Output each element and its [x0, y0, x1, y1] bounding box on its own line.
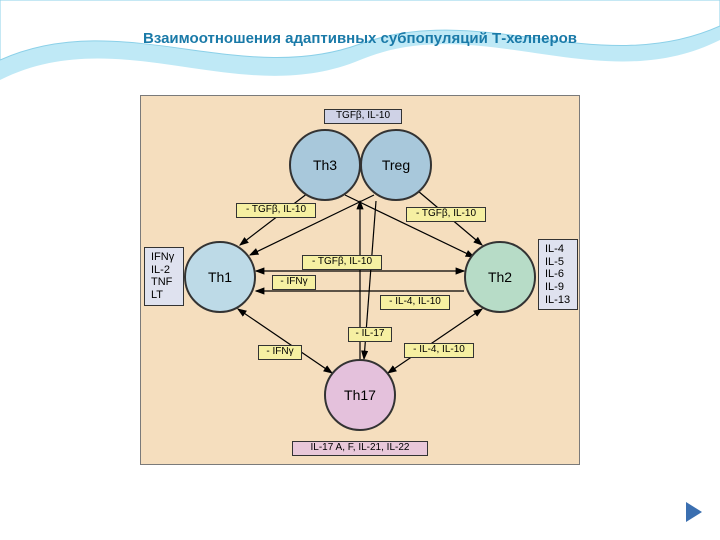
- product-th2: IL-4 IL-5 IL-6 IL-9 IL-13: [538, 239, 578, 310]
- edge-th3-th2: [345, 195, 474, 257]
- slide-title: Взаимоотношения адаптивных субпопуляций …: [0, 30, 720, 49]
- label-bottom: IL-17 A, F, IL-21, IL-22: [292, 441, 428, 456]
- node-th17: Th17: [324, 359, 396, 431]
- label-th1_th17: - IFNγ: [258, 345, 302, 360]
- label-th1_th2_up: - IFNγ: [272, 275, 316, 290]
- next-arrow-icon[interactable]: [686, 502, 702, 522]
- node-th3: Th3: [289, 129, 361, 201]
- edge-th2-th17: [388, 309, 482, 373]
- node-th1: Th1: [184, 241, 256, 313]
- label-th2_th17: - IL-4, IL-10: [404, 343, 474, 358]
- label-treg_th17: - TGFβ, IL-10: [302, 255, 382, 270]
- label-treg_th1: - TGFβ, IL-10: [236, 203, 316, 218]
- label-top: TGFβ, IL-10: [324, 109, 402, 124]
- label-treg_th2: - TGFβ, IL-10: [406, 207, 486, 222]
- edge-th1-th17: [238, 309, 332, 373]
- node-th2: Th2: [464, 241, 536, 313]
- product-th1: IFNγ IL-2 TNF LT: [144, 247, 184, 306]
- node-treg: Treg: [360, 129, 432, 201]
- label-th2_th1: - IL-4, IL-10: [380, 295, 450, 310]
- edge-th3-th1: [240, 193, 308, 245]
- diagram-container: Th3Treg Th1 Th2 Th17 TGFβ, IL-10 - TGFβ, IL-…: [140, 95, 580, 465]
- label-th17_mid: - IL-17: [348, 327, 392, 342]
